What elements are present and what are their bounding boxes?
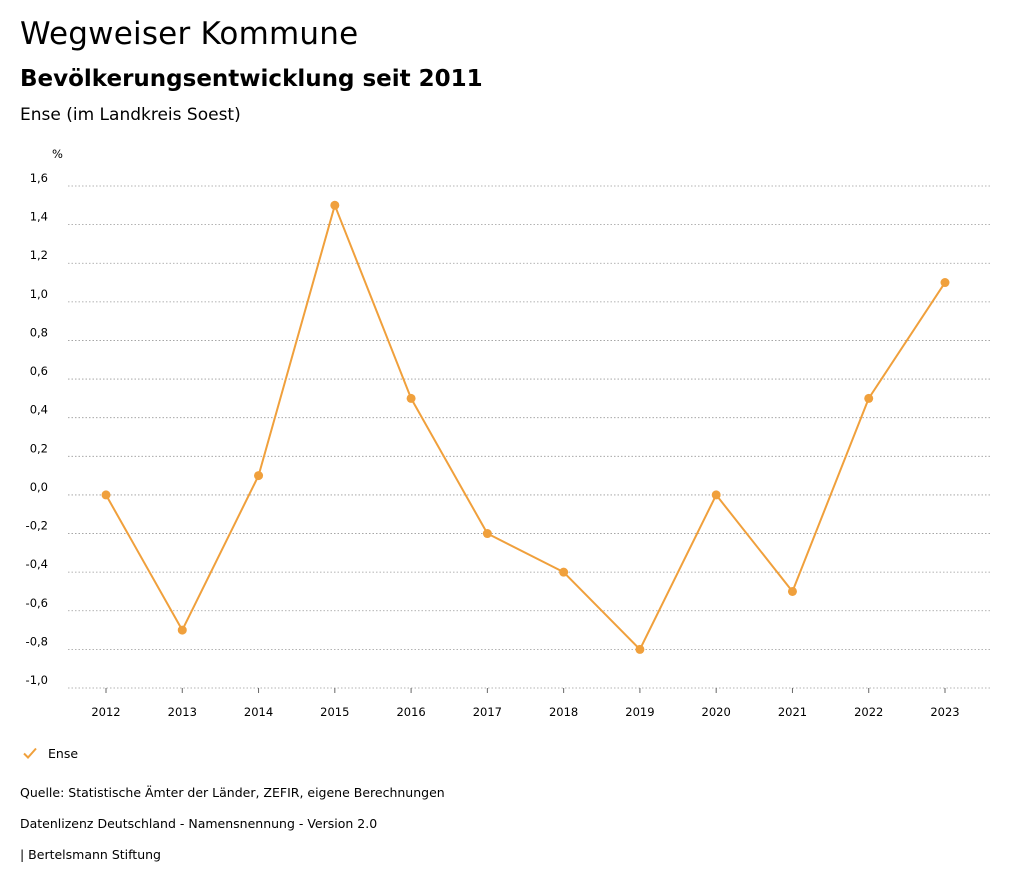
data-point[interactable] [940, 278, 950, 288]
y-tick-label: 0,6 [30, 364, 48, 378]
data-point[interactable] [254, 471, 264, 481]
x-tick-label: 2015 [320, 705, 349, 719]
x-tick-label: 2014 [244, 705, 273, 719]
grid-lines [68, 185, 990, 689]
y-tick-label: -0,8 [26, 634, 48, 648]
x-axis-ticks: 2012 2013 2014 2015 2016 2017 2018 2019 2020 2021… [91, 688, 960, 719]
x-tick-label: 2013 [168, 705, 197, 719]
data-point[interactable] [559, 567, 569, 577]
x-tick-label: 2018 [549, 705, 578, 719]
y-tick-label: 1,2 [30, 248, 48, 262]
chart-subtitle: Bevölkerungsentwicklung seit 2011 [20, 66, 483, 92]
y-tick-label: 1,0 [30, 287, 48, 301]
y-tick-label: 0,4 [30, 403, 48, 417]
x-tick-label: 2023 [930, 705, 959, 719]
publisher-note: | Bertelsmann Stiftung [20, 847, 161, 862]
y-axis-unit-label: % [52, 147, 63, 161]
y-tick-label: -0,6 [26, 596, 48, 610]
x-tick-label: 2012 [91, 705, 120, 719]
y-tick-label: 1,4 [30, 210, 48, 224]
data-point[interactable] [787, 586, 797, 596]
y-axis-ticks: 1,6 1,4 1,2 1,0 0,8 0,6 0,4 0,2 0,0 -0,2 -0,4 -0,6 -… [26, 171, 48, 687]
region-title: Ense (im Landkreis Soest) [20, 105, 241, 125]
x-tick-label: 2021 [778, 705, 807, 719]
line-chart: % 1,6 1,4 1,2 1,0 0,8 0,6 0,4 0,2 0,0 -0,2 -0,4 -0,… [26, 147, 990, 719]
data-point[interactable] [635, 644, 645, 654]
y-tick-label: 0,2 [30, 441, 48, 455]
y-tick-label: -0,2 [26, 519, 48, 533]
x-tick-label: 2020 [702, 705, 731, 719]
data-point[interactable] [711, 490, 721, 500]
data-point[interactable] [177, 625, 187, 635]
data-point[interactable] [864, 393, 874, 403]
data-point[interactable] [101, 490, 111, 500]
y-tick-label: -0,4 [26, 557, 48, 571]
x-tick-label: 2022 [854, 705, 883, 719]
x-tick-label: 2019 [625, 705, 654, 719]
x-tick-label: 2016 [396, 705, 425, 719]
series-line-ense [105, 204, 946, 651]
y-tick-label: 1,6 [30, 171, 48, 185]
page-title: Wegweiser Kommune [20, 16, 359, 52]
y-tick-label: 0,8 [30, 325, 48, 339]
data-point[interactable] [482, 529, 492, 539]
legend-label: Ense [48, 745, 79, 761]
data-point[interactable] [330, 200, 340, 210]
check-icon [23, 747, 37, 759]
license-note: Datenlizenz Deutschland - Namensnennung … [20, 816, 378, 831]
y-tick-label: -1,0 [26, 673, 48, 687]
y-tick-label: 0,0 [30, 480, 48, 494]
x-tick-label: 2017 [473, 705, 502, 719]
data-point[interactable] [406, 393, 416, 403]
source-note: Quelle: Statistische Ämter der Länder, Z… [20, 785, 445, 800]
legend-item-ense[interactable]: Ense [22, 745, 78, 761]
series-ense [101, 200, 950, 654]
